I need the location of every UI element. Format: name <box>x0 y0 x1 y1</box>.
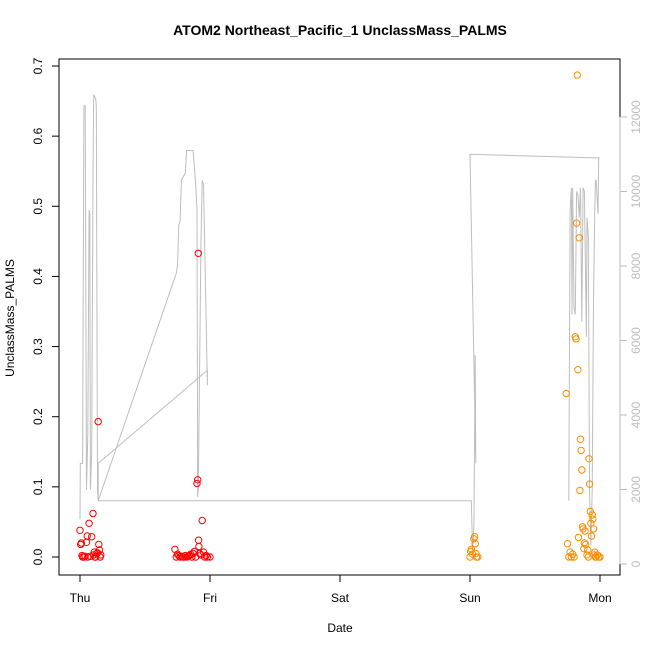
data-point <box>95 540 103 549</box>
data-point <box>195 542 203 551</box>
y-tick-label: 0.6 <box>31 127 45 144</box>
data-point <box>572 335 580 343</box>
y2-tick-label: 0 <box>629 560 643 567</box>
data-point <box>592 553 600 561</box>
data-point <box>581 527 589 535</box>
data-point <box>470 533 479 541</box>
x-tick-label: Mon <box>588 591 611 605</box>
data-point <box>86 552 95 560</box>
x-axis: Thu Fri Sat Sun Mon <box>70 574 612 605</box>
data-point <box>583 551 591 559</box>
y-tick-label: 0.1 <box>31 478 45 495</box>
data-point <box>467 545 475 553</box>
altitude-line-layer <box>79 94 601 553</box>
data-point <box>194 536 203 544</box>
x-tick-label: Sat <box>331 591 350 605</box>
data-point <box>576 486 584 495</box>
data-point <box>201 553 209 561</box>
data-point <box>580 539 589 547</box>
data-point <box>586 507 594 516</box>
y-tick-label: 0.0 <box>31 548 45 565</box>
data-point <box>579 525 587 533</box>
y-tick-label: 0.2 <box>31 408 45 425</box>
x-axis-label: Date <box>327 621 353 635</box>
y-tick-label: 0.3 <box>31 338 45 355</box>
data-point <box>474 553 482 561</box>
data-point <box>85 519 93 527</box>
data-point <box>578 466 586 474</box>
data-point <box>194 476 202 484</box>
y2-tick-label: 2000 <box>629 476 643 503</box>
y2-tick-label: 4000 <box>629 401 643 428</box>
y2-tick-label: 8000 <box>629 252 643 279</box>
data-point <box>585 480 594 488</box>
y-tick-label: 0.5 <box>31 198 45 215</box>
data-point <box>203 553 212 561</box>
data-point <box>562 389 570 398</box>
y-tick-label: 0.7 <box>31 57 45 74</box>
y2-tick-label: 6000 <box>629 327 643 354</box>
data-point <box>580 544 588 553</box>
y2-tick-label: 12000 <box>629 100 643 134</box>
data-point <box>97 551 105 559</box>
x-tick-label: Fri <box>203 591 217 605</box>
data-point <box>572 219 581 227</box>
data-point <box>596 553 604 561</box>
x-tick-label: Thu <box>70 591 91 605</box>
data-point <box>589 525 598 533</box>
data-point <box>577 446 585 455</box>
y-axis-label: UnclassMass_PALMS <box>3 259 17 377</box>
data-point <box>202 551 210 560</box>
y-tick-label: 0.4 <box>31 268 45 285</box>
data-point <box>574 533 583 542</box>
data-point <box>83 532 91 540</box>
data-point <box>583 546 592 554</box>
data-point <box>563 540 572 548</box>
y-axis: 0.0 0.1 0.2 0.3 0.4 0.5 0.6 0.7 <box>31 57 60 565</box>
data-point <box>194 249 203 258</box>
y2-tick-label: 10000 <box>629 174 643 208</box>
chart-title: ATOM2 Northeast_Pacific_1 UnclassMass_PA… <box>173 22 507 38</box>
data-point <box>198 516 206 525</box>
data-point <box>89 509 97 518</box>
data-point <box>587 532 596 540</box>
x-tick-label: Sun <box>459 591 480 605</box>
data-point <box>76 526 84 534</box>
data-point <box>193 479 201 488</box>
data-point <box>195 549 204 558</box>
data-point <box>588 511 596 519</box>
data-point <box>589 515 597 523</box>
data-point <box>471 540 479 548</box>
points-layer <box>76 71 604 561</box>
data-point <box>574 366 582 374</box>
data-point <box>180 553 188 561</box>
altitude-line <box>79 94 601 553</box>
data-point <box>575 234 583 242</box>
y2-axis: 0 2000 4000 6000 8000 10000 12000 <box>619 100 643 567</box>
data-point <box>585 455 593 463</box>
data-point <box>573 71 581 79</box>
data-point <box>206 553 214 561</box>
data-point <box>576 435 585 443</box>
data-point <box>88 533 96 541</box>
data-point <box>171 545 179 553</box>
plot-frame <box>58 58 621 576</box>
data-point <box>94 417 102 426</box>
data-point <box>95 546 104 554</box>
data-point <box>570 553 578 561</box>
data-point <box>77 539 86 547</box>
